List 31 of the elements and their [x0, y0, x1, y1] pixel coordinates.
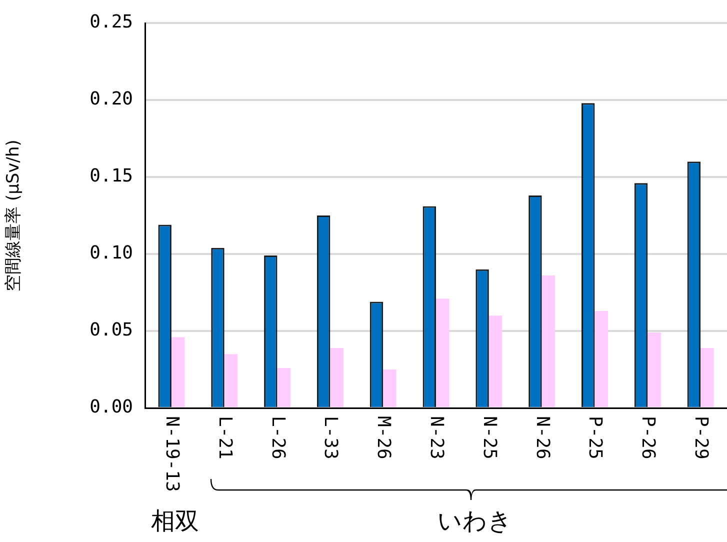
bar [594, 310, 608, 407]
bar [224, 354, 238, 407]
x-tick-label: L-26 [266, 416, 290, 460]
y-tick-label: 0.15 [90, 166, 133, 187]
bar [171, 337, 185, 407]
y-tick-label: 0.20 [90, 88, 133, 110]
x-tick-label: L-33 [319, 416, 342, 460]
bar [542, 276, 556, 407]
y-tick-label: 0.10 [90, 242, 133, 264]
y-tick-label: 0.00 [90, 396, 133, 418]
x-tick-label: L-21 [213, 416, 236, 460]
bar [277, 368, 290, 407]
bar [488, 316, 502, 407]
y-tick-label: 0.05 [90, 320, 133, 341]
bar [383, 370, 396, 407]
bar [648, 332, 661, 407]
y-tick-label: 0.25 [90, 12, 133, 33]
x-tick-label: P-25 [584, 416, 607, 460]
x-tick-label: P-26 [636, 416, 660, 460]
text: 相双 [150, 506, 200, 536]
text: いわき [436, 506, 514, 536]
x-tick-label: N-23 [425, 416, 448, 460]
bar [436, 298, 450, 407]
x-tick-label: P-29 [690, 416, 713, 460]
x-tick-label: N-25 [478, 416, 501, 460]
x-tick-label: N-19-13 [160, 416, 184, 492]
bar [700, 348, 714, 407]
y-axis-title: 空間線量率 (μSv/h) [4, 140, 24, 292]
x-tick-label: M-26 [372, 416, 396, 460]
x-tick-label: N-26 [530, 416, 554, 460]
bar [330, 348, 344, 407]
